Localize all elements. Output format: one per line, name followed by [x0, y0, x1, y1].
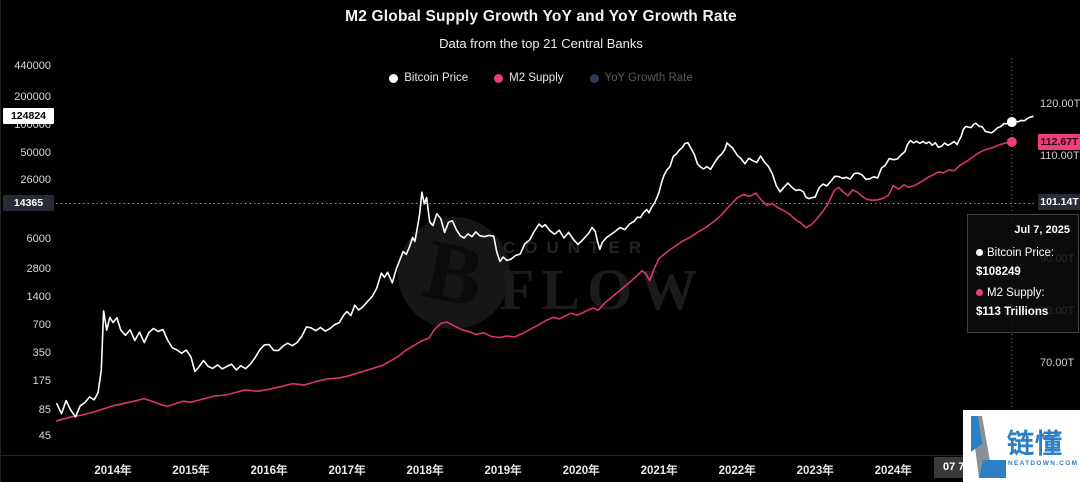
- neatdown-logo-icon: [971, 416, 1006, 478]
- x-axis-tick: 2023年: [796, 465, 834, 477]
- legend-item-bitcoin-price[interactable]: Bitcoin Price: [389, 72, 468, 84]
- x-axis-tick: 2014年: [94, 465, 132, 477]
- left-axis-tick: 6000: [26, 232, 51, 245]
- tooltip-value: $113 Trillions: [976, 306, 1049, 318]
- btc-last-price-badge: 124824: [3, 108, 54, 125]
- btc-reference-price-badge: 14365: [3, 195, 54, 212]
- yoy-growth-rate-dot-icon: [589, 73, 599, 83]
- x-axis-tick: 2015年: [172, 465, 210, 477]
- m2-supply-line: [55, 141, 1013, 422]
- bitcoin-price-dot-icon: [976, 249, 983, 256]
- legend-item-m2-supply[interactable]: M2 Supply: [494, 72, 564, 84]
- data-tooltip: Jul 7, 2025 Bitcoin Price: $108249 M2 Su…: [967, 214, 1079, 333]
- x-axis-tick: 2017年: [328, 465, 366, 477]
- tooltip-label: M2 Supply:: [987, 287, 1045, 299]
- left-axis-tick: 26000: [20, 173, 51, 186]
- left-axis-tick: 440000: [14, 59, 51, 72]
- logo-text: 链懂: [1007, 429, 1063, 459]
- x-axis-tick: 2024年: [874, 465, 912, 477]
- right-axis-tick: 120.00T: [1040, 98, 1080, 111]
- tooltip-date: Jul 7, 2025: [1014, 224, 1070, 236]
- logo-domain: NEATDOWN.COM: [1008, 460, 1079, 467]
- tooltip-row-bitcoin: Bitcoin Price: $108249: [976, 244, 1070, 282]
- left-axis-tick: 85: [38, 404, 51, 417]
- m2-supply-dot-icon: [494, 73, 504, 83]
- left-axis-tick: 175: [32, 375, 51, 388]
- left-axis-tick: 50000: [20, 147, 51, 160]
- m2-supply-dot-icon: [976, 289, 983, 296]
- x-axis-tick: 2021年: [640, 465, 678, 477]
- chart-title: M2 Global Supply Growth YoY and YoY Grow…: [345, 8, 737, 25]
- m2-last-value-badge: 112.67T: [1038, 134, 1080, 150]
- x-axis-tick: 2019年: [484, 465, 522, 477]
- m2-crosshair-marker: [1006, 137, 1017, 148]
- chart-subtitle: Data from the top 21 Central Banks: [439, 36, 643, 51]
- m2-reference-value-badge: 101.14T: [1038, 193, 1080, 210]
- left-axis-tick: 350: [32, 347, 51, 360]
- left-axis-tick: 2800: [26, 263, 51, 276]
- x-axis-tick: 2022年: [718, 465, 756, 477]
- left-axis-tick: 1400: [26, 291, 51, 304]
- bitcoin-price-dot-icon: [389, 73, 399, 83]
- legend-item-yoy-growth-rate[interactable]: YoY Growth Rate: [589, 72, 693, 84]
- tooltip-label: Bitcoin Price:: [987, 247, 1055, 259]
- legend-label: YoY Growth Rate: [604, 72, 693, 84]
- x-axis-tick: 2018年: [406, 465, 444, 477]
- neatdown-logo[interactable]: 链懂 NEATDOWN.COM: [963, 410, 1080, 482]
- x-axis: 2014年 2015年 2016年 2017年 2018年 2019年 2020年 2021年…: [1, 455, 1080, 482]
- right-axis-tick: 70.00T: [1040, 356, 1075, 369]
- right-axis-tick: 110.00T: [1040, 149, 1080, 162]
- legend-label: M2 Supply: [509, 72, 564, 84]
- left-axis-tick: 700: [32, 319, 51, 332]
- bitcoin-price-line: [55, 115, 1034, 418]
- x-axis-tick: 2016年: [250, 465, 288, 477]
- bitcoin-crosshair-marker: [1006, 117, 1017, 128]
- legend: Bitcoin Price M2 Supply YoY Growth Rate: [1, 72, 1080, 84]
- x-axis-tick: 2020年: [562, 465, 600, 477]
- left-axis-tick: 45: [38, 429, 51, 442]
- tooltip-row-m2: M2 Supply: $113 Trillions: [976, 284, 1070, 322]
- tooltip-value: $108249: [976, 266, 1021, 278]
- left-axis-tick: 200000: [14, 91, 51, 104]
- legend-label: Bitcoin Price: [404, 72, 469, 84]
